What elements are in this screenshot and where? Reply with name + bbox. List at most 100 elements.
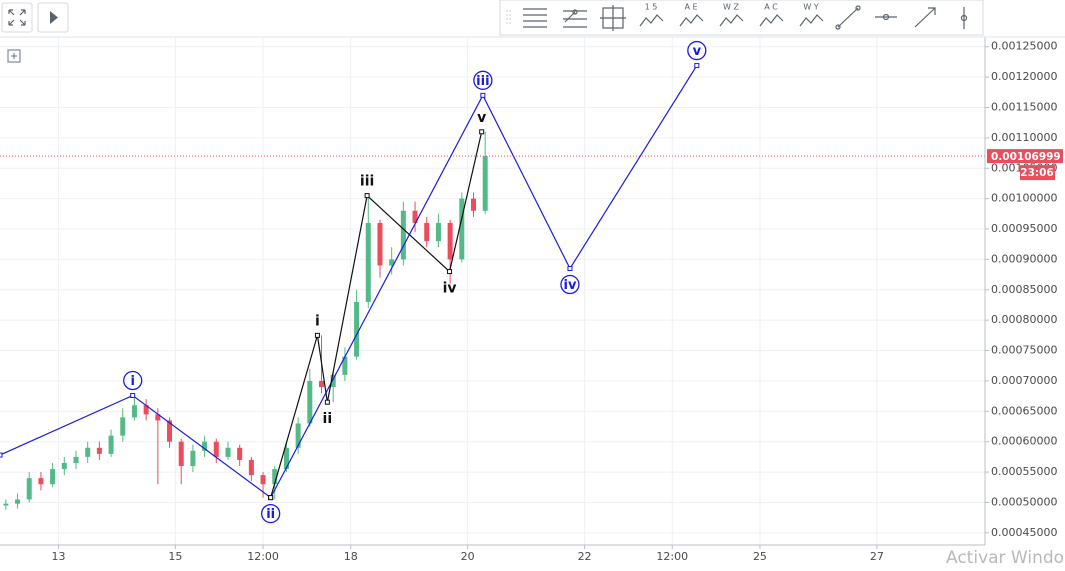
y-tick-label: 0.00090000 — [991, 252, 1057, 265]
candle-body — [85, 447, 91, 457]
candle-body — [482, 156, 488, 211]
tool-horizontal-ray[interactable] — [875, 13, 897, 21]
candle-body — [248, 459, 254, 476]
tool-label: 1 5 — [645, 3, 658, 12]
tool-label: W Y — [803, 3, 818, 12]
candle-body — [108, 435, 114, 454]
candle-body — [96, 447, 102, 454]
drawing-toolbar — [499, 0, 984, 36]
tool-trend-line[interactable] — [835, 5, 861, 30]
candle-body — [330, 374, 336, 388]
candle-body — [377, 222, 383, 266]
y-tick-label: 0.00045000 — [991, 526, 1057, 539]
candle-body — [131, 405, 137, 418]
wave-point — [480, 92, 486, 98]
tool-wave-15[interactable] — [639, 14, 664, 27]
tool-label: A E — [684, 3, 697, 12]
y-tick-label: 0.00110000 — [991, 131, 1057, 144]
x-tick-label: 20 — [461, 550, 475, 563]
tool-vertical-line[interactable] — [960, 7, 968, 29]
candle-body — [342, 356, 348, 375]
tool-wave-ac[interactable] — [759, 14, 784, 27]
candle-body — [225, 447, 231, 457]
candle-body — [412, 210, 418, 223]
x-tick-label: 27 — [870, 550, 884, 563]
candle-body — [26, 478, 32, 500]
candle-body — [307, 380, 313, 424]
candle-body — [283, 447, 289, 470]
tool-label: A C — [764, 3, 778, 12]
wave-label: v — [693, 44, 702, 59]
add-indicator-button[interactable] — [7, 49, 21, 63]
candle-body — [50, 469, 56, 485]
y-tick-label: 0.00080000 — [991, 313, 1057, 326]
candle-body — [354, 301, 360, 357]
tool-arrow[interactable] — [914, 7, 936, 28]
wave-label: ii — [266, 507, 275, 522]
fullscreen-button[interactable] — [1, 2, 33, 33]
play-button[interactable] — [37, 2, 69, 33]
y-tick-label: 0.00055000 — [991, 465, 1057, 478]
candle-body — [319, 380, 325, 388]
wave-label-circle — [123, 370, 143, 391]
candle-body — [167, 420, 173, 442]
wave-line — [0, 65, 698, 499]
wave-label: v — [477, 110, 486, 126]
candle-body — [424, 222, 430, 242]
candle-body — [435, 222, 441, 242]
y-tick-label: 0.00085000 — [991, 283, 1057, 296]
candle-body — [213, 441, 219, 457]
tool-fib-lines[interactable] — [563, 9, 587, 28]
wave-label-circle — [687, 40, 707, 61]
tool-wave-wz[interactable] — [719, 14, 744, 27]
y-tick-label: 0.00100000 — [991, 192, 1057, 205]
candle-body — [155, 414, 161, 421]
wave-point — [479, 129, 485, 135]
candle-body — [389, 259, 395, 266]
wave-label: iii — [360, 174, 374, 190]
x-tick-label: 18 — [344, 550, 358, 563]
candle-body — [295, 423, 301, 448]
countdown-tag — [1020, 165, 1055, 181]
wave-line — [270, 131, 483, 498]
candle-body — [471, 198, 477, 211]
wave-label-circle — [261, 503, 281, 524]
candle-body — [447, 222, 453, 260]
tool-crosshair-box[interactable] — [600, 5, 626, 31]
y-tick-label: 0.00060000 — [991, 435, 1057, 448]
candle-body — [61, 462, 67, 470]
last-price-tag — [987, 149, 1063, 164]
y-tick-label: 0.00095000 — [991, 222, 1057, 235]
x-tick-label: 15 — [168, 550, 182, 563]
y-tick-label: 0.00075000 — [991, 344, 1057, 357]
x-tick-label: 13 — [51, 550, 65, 563]
wave-point — [364, 193, 370, 199]
y-tick-label: 0.00120000 — [991, 70, 1057, 83]
y-tick-label: 0.00065000 — [991, 404, 1057, 417]
tool-wave-wy[interactable] — [799, 14, 824, 27]
y-tick-label: 0.00125000 — [991, 40, 1057, 53]
x-tick-label: 12:00 — [247, 550, 279, 563]
wave-point — [314, 332, 320, 338]
y-tick-label: 0.00050000 — [991, 495, 1057, 508]
wave-label: iii — [476, 74, 489, 89]
candle-body — [459, 198, 465, 260]
plot-area — [0, 37, 985, 545]
wave-point — [324, 399, 330, 405]
wave-point — [447, 269, 453, 275]
wave-label-circle — [473, 70, 493, 90]
y-tick-label: 0.00115000 — [991, 100, 1057, 113]
tool-label: W Z — [723, 3, 739, 12]
candle-body — [400, 210, 406, 260]
wave-point — [130, 393, 136, 399]
wave-label: ii — [323, 411, 333, 427]
tool-parallel-lines[interactable] — [523, 8, 547, 28]
candle-body — [15, 499, 21, 504]
watermark: Activar Windo — [946, 548, 1064, 568]
x-tick-label: 12:00 — [656, 550, 688, 563]
candle-body — [38, 478, 44, 485]
countdown-label: 23:06 — [1020, 167, 1053, 179]
wave-label: iv — [443, 281, 457, 297]
tool-wave-ae[interactable] — [679, 14, 704, 27]
